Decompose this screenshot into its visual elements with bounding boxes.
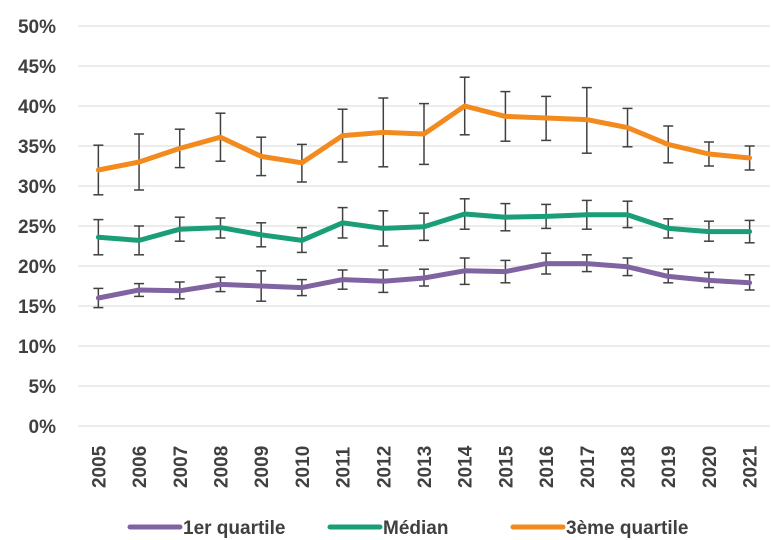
x-tick-label: 2012 (374, 446, 395, 488)
legend-item: Médian (327, 518, 448, 539)
y-tick-label: 50% (18, 17, 56, 38)
legend-item: 1er quartile (127, 518, 285, 539)
y-tick-label: 0% (29, 417, 57, 438)
x-axis-ticks: 2005 2006 2007 2008 2009 2010 2011 2012 2013 2014… (89, 445, 761, 488)
x-tick-label: 2020 (700, 446, 721, 488)
legend-label: Médian (383, 518, 448, 539)
y-tick-label: 40% (18, 97, 56, 118)
x-tick-label: 2016 (537, 446, 558, 488)
y-tick-label: 10% (18, 337, 56, 358)
y-tick-label: 35% (18, 137, 56, 158)
x-tick-label: 2009 (252, 446, 273, 488)
x-tick-label: 2008 (211, 446, 232, 488)
legend-item: 3ème quartile (510, 518, 689, 539)
x-tick-label: 2019 (659, 446, 680, 488)
y-tick-label: 5% (29, 377, 57, 398)
y-tick-label: 25% (18, 217, 56, 238)
x-tick-label: 2005 (89, 445, 110, 488)
x-tick-label: 2006 (130, 446, 151, 488)
legend-label: 1er quartile (183, 518, 285, 539)
y-tick-label: 30% (18, 177, 56, 198)
x-tick-label: 2021 (741, 445, 762, 488)
legend: 1er quartile Médian 3ème quartile (127, 518, 689, 539)
x-tick-label: 2011 (334, 446, 355, 488)
x-tick-label: 2010 (293, 446, 314, 488)
legend-label: 3ème quartile (566, 518, 689, 539)
y-tick-label: 20% (18, 257, 56, 278)
x-tick-label: 2013 (415, 446, 436, 488)
x-tick-label: 2007 (171, 446, 192, 488)
x-tick-label: 2017 (578, 446, 599, 488)
x-tick-label: 2014 (456, 445, 477, 488)
series-lines (95, 103, 753, 301)
x-tick-label: 2018 (619, 446, 640, 488)
y-tick-label: 15% (18, 297, 56, 318)
y-axis-ticks: 0% 5% 10% 15% 20% 25% 30% 35% 40% 45% 50% (18, 17, 56, 438)
y-tick-label: 45% (18, 57, 56, 78)
x-tick-label: 2015 (496, 445, 517, 488)
